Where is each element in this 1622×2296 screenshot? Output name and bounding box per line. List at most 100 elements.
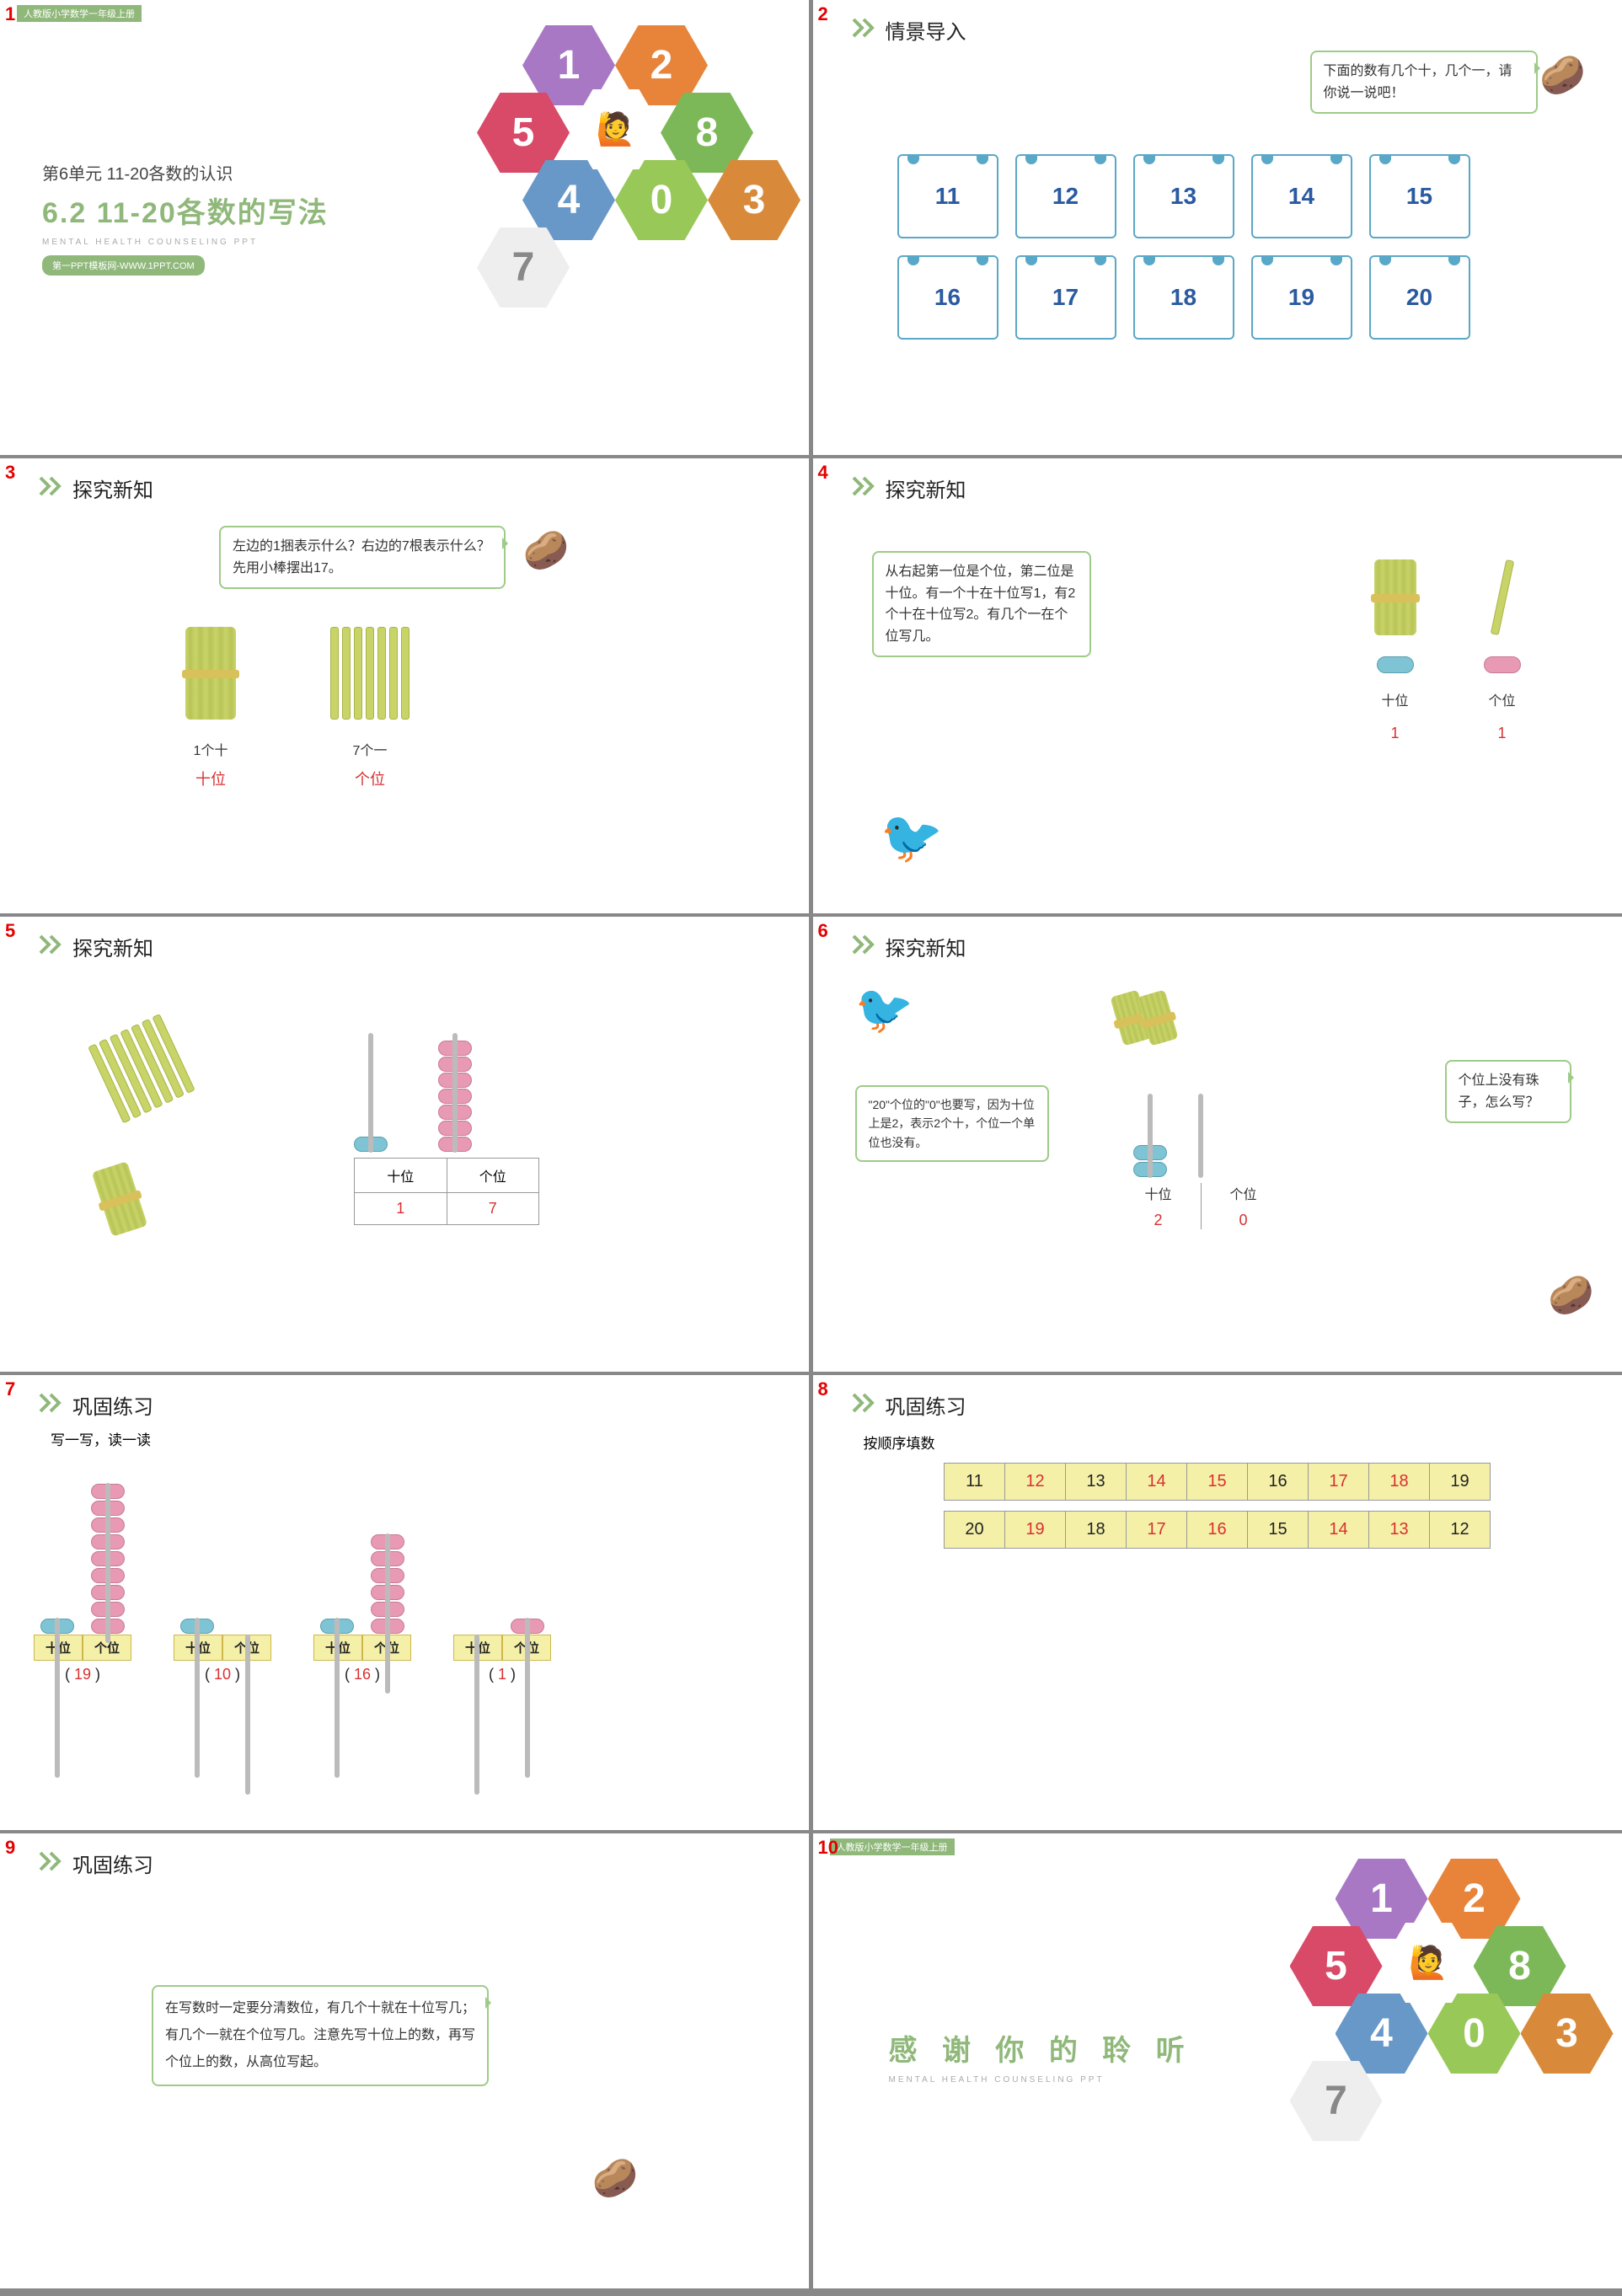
chevron-icon (39, 1851, 67, 1876)
sticks-label: 7个一 (329, 739, 411, 759)
seq-cell: 18 (1369, 1464, 1430, 1501)
tagline: MENTAL HEALTH COUNSELING PPT (889, 2075, 1193, 2085)
chevron-icon (852, 934, 881, 959)
tens-header: 十位 (1133, 1183, 1184, 1203)
tens-value: 2 (1133, 1212, 1184, 1229)
lesson-title: 6.2 11-20各数的写法 (42, 190, 404, 231)
source-badge: 第一PPT模板网-WWW.1PPT.COM (42, 255, 205, 276)
potato-mascot-icon: 🥔 (1538, 51, 1588, 101)
exercise-item: 十位个位( 1 ) (453, 1466, 551, 1683)
slide-10: 10 人教版小学数学一年级上册 感 谢 你 的 聆 听 MENTAL HEALT… (813, 1833, 1622, 2288)
subtitle: 写一写，读一读 (51, 1428, 809, 1449)
number-card: 15 (1369, 154, 1470, 238)
exercise-item: 十位个位( 19 ) (34, 1466, 131, 1683)
chevron-icon (852, 476, 881, 500)
exercise-item: 十位个位( 16 ) (313, 1466, 411, 1683)
section-header: 巩固练习 (39, 1849, 809, 1878)
speech-bubble: 从右起第一位是个位，第二位是十位。有一个十在十位写1，有2个十在十位写2。有几个… (872, 551, 1091, 657)
potato-mascot-icon: 🥔 (590, 2154, 640, 2204)
slide-number: 9 (5, 1837, 15, 1859)
speech-bubble-left: "20"个位的"0"也要写，因为十位上是2，表示2个十，个位一个单位也没有。 (855, 1085, 1049, 1162)
tens-header: 十位 (355, 1159, 447, 1193)
seq-cell: 14 (1127, 1464, 1187, 1501)
hex-graphic: 1 2 5 8 3 4 0 7 🙋 (1260, 1859, 1614, 2162)
sticks-place: 个位 (329, 768, 411, 789)
seq-cell: 15 (1248, 1512, 1309, 1549)
ones-value: 1 (1484, 725, 1521, 742)
section-title: 探究新知 (72, 932, 153, 961)
slide-number: 10 (818, 1837, 838, 1859)
stick-icon (330, 627, 339, 720)
bundle-group: 1个十 十位 (185, 627, 236, 789)
sticks-group: 7个一 个位 (329, 627, 411, 789)
subtitle: 按顺序填数 (864, 1432, 1622, 1453)
number-card: 17 (1015, 255, 1116, 340)
stick-icon (366, 627, 374, 720)
seq-cell: 18 (1066, 1512, 1127, 1549)
bird-mascot-icon: 🐦 (855, 984, 906, 1035)
slide-number: 6 (818, 920, 828, 942)
slide-number: 1 (5, 3, 15, 25)
tagline: MENTAL HEALTH COUNSELING PPT (42, 238, 404, 247)
seq-table-1: 111213141516171819 (944, 1463, 1491, 1501)
tens-value: 1 (1374, 725, 1416, 742)
hex-graphic: 1 2 5 8 3 4 0 7 🙋 (447, 25, 800, 329)
bird-mascot-icon: 🐦 (881, 812, 931, 863)
slide-7: 7 巩固练习 写一写，读一读 十位个位( 19 )十位个位( 10 )十位个位(… (0, 1375, 809, 1830)
speech-bubble: 下面的数有几个十，几个一，请你说一说吧！ (1310, 51, 1538, 114)
ones-header: 个位 (447, 1159, 539, 1193)
seq-cell: 12 (1005, 1464, 1066, 1501)
ones-header: 个位 (1218, 1183, 1269, 1203)
seq-cell: 14 (1309, 1512, 1369, 1549)
section-title: 巩固练习 (72, 1390, 153, 1420)
stick-bundle-icon (92, 1161, 148, 1237)
ones-pill-icon (1484, 656, 1521, 673)
section-header: 探究新知 (852, 932, 1622, 961)
slide-9: 9 巩固练习 在写数时一定要分清数位，有几个十就在十位写几；有几个一就在个位写几… (0, 1833, 809, 2288)
number-card: 18 (1133, 255, 1234, 340)
slide-number: 7 (5, 1378, 15, 1400)
number-card: 19 (1251, 255, 1352, 340)
bundle-place: 十位 (185, 768, 236, 789)
ones-value: 0 (1218, 1212, 1269, 1229)
seq-cell: 17 (1127, 1512, 1187, 1549)
answer: ( 10 ) (174, 1666, 271, 1683)
slide-number: 4 (818, 462, 828, 484)
single-sticks (329, 627, 411, 724)
number-card: 12 (1015, 154, 1116, 238)
number-card: 16 (897, 255, 998, 340)
section-title: 探究新知 (886, 474, 966, 503)
answer: ( 1 ) (453, 1666, 551, 1683)
tens-label: 十位 (1374, 689, 1416, 709)
speech-bubble: 在写数时一定要分清数位，有几个十就在十位写几；有几个一就在个位写几。注意先写十位… (152, 1985, 489, 2086)
potato-mascot-icon: 🥔 (1546, 1271, 1597, 1321)
ones-label: 个位 (1484, 689, 1521, 709)
answer: ( 16 ) (313, 1666, 411, 1683)
seq-cell: 13 (1369, 1512, 1430, 1549)
abacus: 十位个位 17 (354, 1001, 539, 1225)
chevron-icon (39, 1393, 67, 1417)
top-band: 人教版小学数学一年级上册 (830, 1838, 955, 1855)
slide-number: 2 (818, 3, 828, 25)
stick-icon (342, 627, 351, 720)
chevron-icon (852, 18, 881, 42)
seq-cell: 15 (1187, 1464, 1248, 1501)
section-title: 探究新知 (72, 474, 153, 503)
stick-icon (401, 627, 410, 720)
slide-1: 1 人教版小学数学一年级上册 第6单元 11-20各数的认识 6.2 11-20… (0, 0, 809, 455)
section-title: 巩固练习 (72, 1849, 153, 1878)
seq-cell: 16 (1248, 1464, 1309, 1501)
slide-number: 3 (5, 462, 15, 484)
bundle-label: 1个十 (185, 739, 236, 759)
top-band: 人教版小学数学一年级上册 (17, 5, 142, 22)
stick-icon (354, 627, 362, 720)
chevron-icon (39, 934, 67, 959)
seq-cell: 17 (1309, 1464, 1369, 1501)
chevron-icon (852, 1393, 881, 1417)
section-title: 探究新知 (886, 932, 966, 961)
seq-cell: 16 (1187, 1512, 1248, 1549)
seq-cell: 12 (1430, 1512, 1491, 1549)
unit-line: 第6单元 11-20各数的认识 (42, 160, 404, 185)
seq-cell: 13 (1066, 1464, 1127, 1501)
thanks-title: 感 谢 你 的 聆 听 (889, 2027, 1193, 2069)
